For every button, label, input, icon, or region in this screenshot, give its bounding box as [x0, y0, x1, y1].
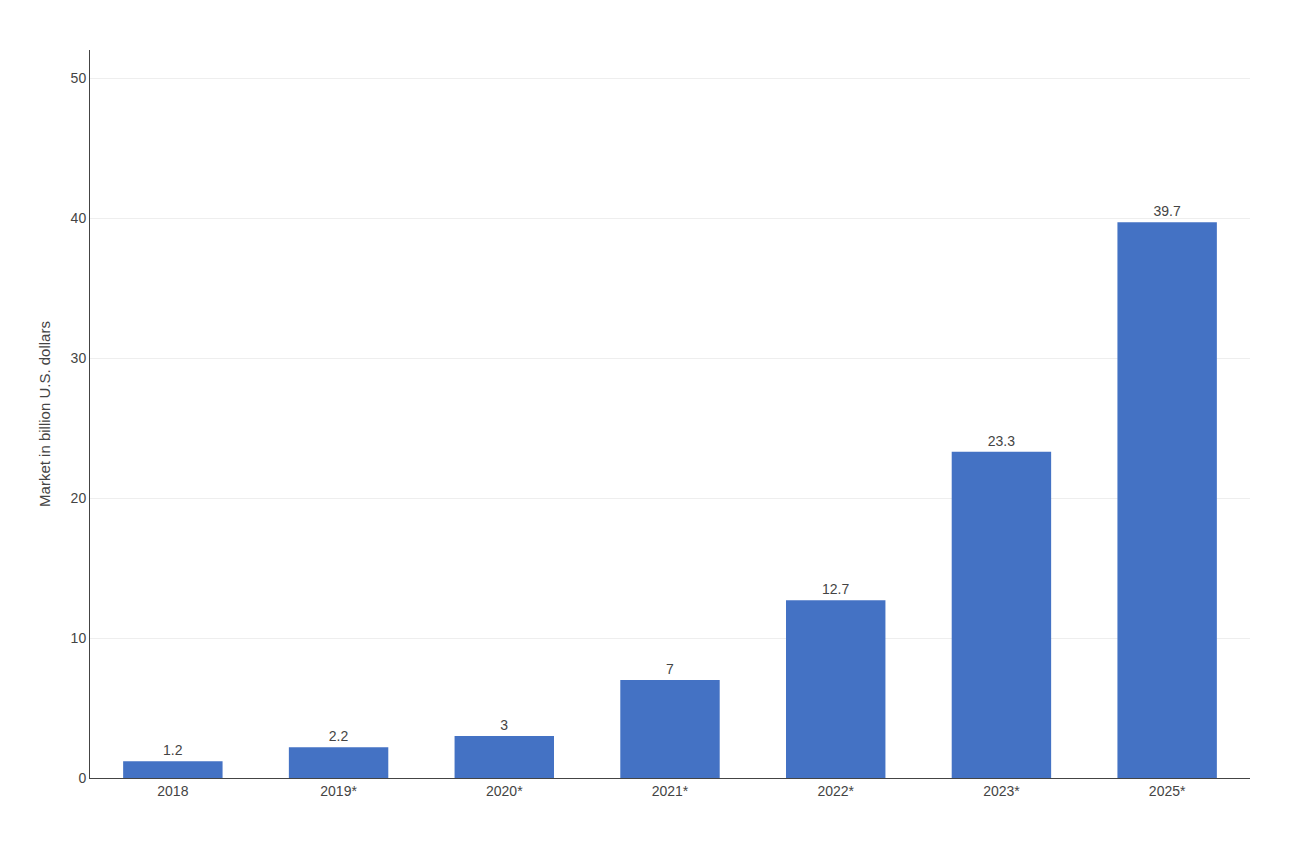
svg-text:50: 50 — [71, 70, 87, 86]
svg-text:1.2: 1.2 — [163, 742, 183, 758]
svg-text:7: 7 — [666, 661, 674, 677]
svg-text:2022*: 2022* — [817, 783, 854, 799]
svg-text:2.2: 2.2 — [329, 728, 349, 744]
svg-text:0: 0 — [78, 770, 86, 786]
svg-text:2018: 2018 — [157, 783, 188, 799]
svg-text:20: 20 — [71, 490, 87, 506]
svg-text:2020*: 2020* — [486, 783, 523, 799]
svg-text:Market in billion U.S. dollars: Market in billion U.S. dollars — [36, 321, 53, 507]
svg-text:12.7: 12.7 — [822, 581, 849, 597]
svg-text:2025*: 2025* — [1149, 783, 1186, 799]
svg-text:39.7: 39.7 — [1153, 203, 1180, 219]
svg-text:30: 30 — [71, 350, 87, 366]
svg-text:2021*: 2021* — [652, 783, 689, 799]
svg-text:2023*: 2023* — [983, 783, 1020, 799]
svg-text:40: 40 — [71, 210, 87, 226]
svg-text:3: 3 — [500, 717, 508, 733]
svg-text:2019*: 2019* — [320, 783, 357, 799]
svg-text:23.3: 23.3 — [988, 433, 1015, 449]
svg-text:10: 10 — [71, 630, 87, 646]
